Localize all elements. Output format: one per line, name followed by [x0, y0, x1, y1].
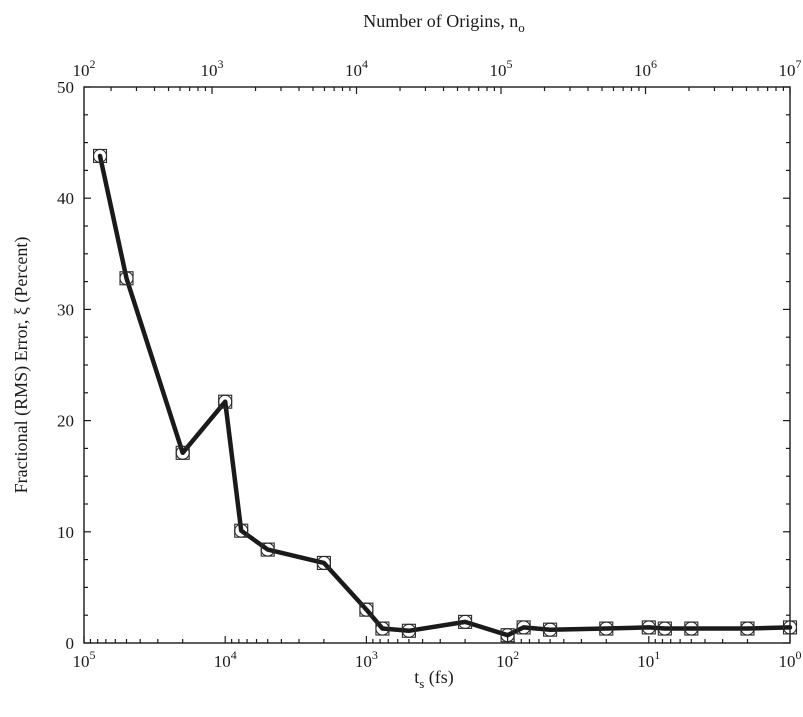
- data-point-marker: [500, 628, 515, 643]
- circle-marker: [458, 614, 473, 629]
- circle-marker: [599, 621, 614, 636]
- circle-marker: [316, 555, 331, 570]
- plot-frame: [83, 86, 791, 644]
- data-point-marker: [458, 614, 473, 629]
- circle-marker: [359, 602, 374, 617]
- data-point-marker: [234, 523, 249, 538]
- circle-marker: [782, 620, 798, 635]
- data-point-marker: [740, 621, 755, 636]
- circle-marker: [740, 621, 755, 636]
- x-tick-label: 100: [779, 648, 802, 671]
- data-point-marker: [401, 623, 416, 638]
- x-tick-label: 104: [214, 648, 237, 671]
- circle-marker: [684, 621, 699, 636]
- data-point-marker: [375, 621, 390, 636]
- data-point-marker: [599, 621, 614, 636]
- data-point-marker: [316, 555, 331, 570]
- y-tick-label: 0: [66, 634, 75, 653]
- data-point-marker: [782, 620, 798, 635]
- circle-marker: [657, 621, 672, 636]
- x-tick-label: 103: [355, 648, 378, 671]
- y-tick-label: 40: [57, 189, 74, 208]
- data-point-marker: [657, 621, 672, 636]
- x-tick-label: 101: [637, 648, 660, 671]
- circle-marker: [119, 271, 134, 286]
- top-tick-label: 107: [779, 57, 802, 80]
- data-point-marker: [119, 271, 134, 286]
- series-line: [97, 153, 793, 638]
- y-tick-label: 30: [57, 300, 74, 319]
- y-tick-label: 10: [57, 523, 74, 542]
- data-point-marker: [641, 620, 656, 635]
- circle-marker: [260, 542, 275, 557]
- circle-marker: [401, 623, 416, 638]
- circle-marker: [234, 523, 249, 538]
- x-tick-label: 102: [496, 648, 519, 671]
- data-point-marker: [175, 445, 190, 460]
- top-tick-label: 104: [345, 57, 368, 80]
- data-point-marker: [359, 602, 374, 617]
- data-line-layer: [97, 153, 793, 638]
- y-tick-label: 20: [57, 412, 74, 431]
- circle-marker: [500, 628, 515, 643]
- ticks-layer: 105 104 103 102 101 100 102 103 104 105 106 107 0 10 2…: [57, 57, 802, 671]
- top-tick-label: 102: [73, 57, 96, 80]
- top-tick-label: 106: [634, 57, 657, 80]
- data-point-marker: [218, 394, 233, 409]
- data-point-marker: [543, 622, 558, 637]
- circle-marker: [516, 620, 531, 635]
- y-tick-label: 50: [57, 78, 74, 97]
- circle-marker: [175, 445, 190, 460]
- circle-marker: [543, 622, 558, 637]
- circle-marker: [218, 394, 233, 409]
- data-point-marker: [92, 148, 108, 163]
- y-axis-title: Fractional (RMS) Error, ξ (Percent): [11, 237, 32, 494]
- x-axis-title: ts (fs): [414, 667, 454, 691]
- circle-marker: [92, 148, 108, 163]
- data-point-marker: [260, 542, 275, 557]
- top-axis-title: Number of Origins, no: [363, 11, 524, 35]
- marker-layer: [92, 148, 798, 643]
- top-tick-label: 103: [201, 57, 224, 80]
- circle-marker: [641, 620, 656, 635]
- x-tick-label: 105: [73, 648, 96, 671]
- top-tick-label: 105: [490, 57, 513, 80]
- data-point-marker: [516, 620, 531, 635]
- data-point-marker: [684, 621, 699, 636]
- circle-marker: [375, 621, 390, 636]
